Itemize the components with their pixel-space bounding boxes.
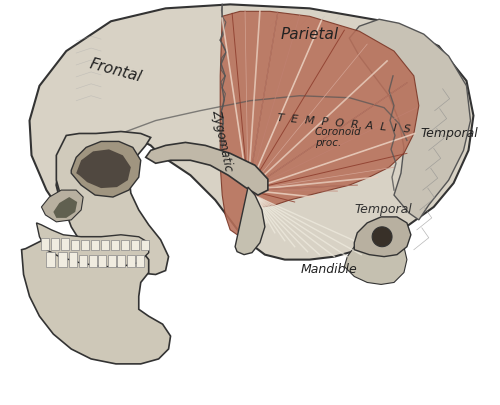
Polygon shape: [30, 4, 473, 260]
Bar: [89, 255, 97, 266]
Bar: [141, 240, 148, 249]
Bar: [111, 240, 119, 249]
Polygon shape: [344, 237, 407, 284]
Bar: [52, 238, 60, 249]
Bar: [79, 255, 87, 266]
Bar: [127, 255, 135, 266]
Polygon shape: [54, 197, 77, 218]
Bar: [69, 252, 77, 266]
Bar: [58, 252, 68, 266]
Circle shape: [372, 227, 392, 247]
Polygon shape: [71, 141, 141, 197]
Bar: [42, 238, 50, 249]
Polygon shape: [76, 149, 131, 188]
Text: Frontal: Frontal: [88, 57, 144, 85]
Bar: [101, 240, 109, 249]
Text: Coronoid
proc.: Coronoid proc.: [314, 127, 362, 148]
Text: Zygomatic: Zygomatic: [210, 108, 235, 173]
Bar: [71, 240, 79, 249]
Text: T  E  M  P  O  R  A  L  I  S: T E M P O R A L I S: [277, 113, 411, 134]
Bar: [121, 240, 129, 249]
Text: Parietal: Parietal: [280, 27, 338, 42]
Bar: [46, 252, 56, 266]
Polygon shape: [36, 223, 148, 266]
Polygon shape: [146, 143, 268, 195]
Polygon shape: [350, 19, 470, 220]
Bar: [108, 255, 116, 266]
Text: Mandible: Mandible: [301, 263, 358, 276]
Polygon shape: [354, 217, 411, 257]
Bar: [81, 240, 89, 249]
Polygon shape: [56, 132, 168, 275]
Bar: [98, 255, 106, 266]
Polygon shape: [42, 190, 83, 222]
Bar: [91, 240, 99, 249]
Polygon shape: [235, 187, 265, 255]
Bar: [62, 238, 69, 249]
Polygon shape: [22, 237, 171, 364]
Bar: [131, 240, 139, 249]
Text: Temporal: Temporal: [420, 127, 478, 140]
Polygon shape: [220, 11, 419, 237]
Bar: [117, 255, 125, 266]
Bar: [136, 255, 143, 266]
Text: Temporal: Temporal: [354, 203, 412, 216]
